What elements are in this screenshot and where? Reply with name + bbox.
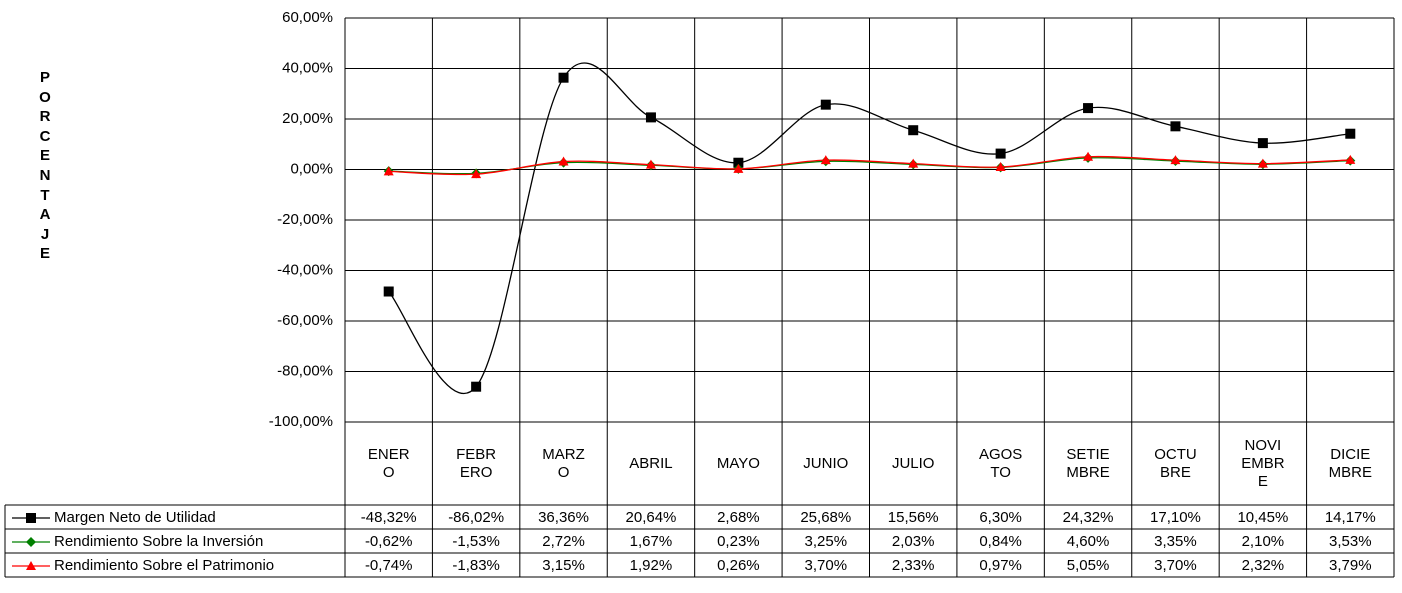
- x-tick-label: DICIEMBRE: [1328, 445, 1372, 481]
- legend-marker: [26, 537, 36, 547]
- x-tick-label: FEBRERO: [456, 445, 497, 481]
- data-label: -48,32%: [361, 509, 417, 526]
- legend-marker: [26, 513, 36, 523]
- data-label: 1,92%: [630, 557, 673, 574]
- data-label: 15,56%: [888, 509, 939, 526]
- data-label: 17,10%: [1150, 509, 1201, 526]
- data-label: 14,17%: [1325, 509, 1376, 526]
- marker: [995, 148, 1006, 159]
- data-label: -0,74%: [365, 557, 413, 574]
- data-label: 36,36%: [538, 509, 589, 526]
- marker: [1083, 103, 1094, 114]
- data-label: 3,15%: [542, 557, 585, 574]
- x-tick-label: MAYO: [716, 454, 760, 472]
- marker: [733, 163, 744, 173]
- data-label: 3,53%: [1329, 533, 1372, 550]
- y-tick-label: 0,00%: [290, 160, 333, 177]
- marker: [1170, 155, 1181, 165]
- marker: [558, 156, 569, 166]
- marker: [383, 166, 394, 176]
- data-label: 10,45%: [1237, 509, 1288, 526]
- data-label: 2,33%: [892, 557, 935, 574]
- marker: [471, 381, 482, 392]
- data-label: 3,70%: [805, 557, 848, 574]
- data-label: 0,84%: [979, 533, 1022, 550]
- x-tick-label: JUNIO: [803, 454, 849, 472]
- marker: [1257, 158, 1268, 168]
- marker: [733, 157, 744, 168]
- marker: [820, 155, 831, 165]
- marker: [645, 159, 656, 169]
- data-label: -1,83%: [452, 557, 500, 574]
- x-tick-label: MARZO: [542, 445, 585, 481]
- marker: [908, 158, 919, 168]
- marker: [1083, 151, 1094, 161]
- x-tick-label: NOVIEMBRE: [1241, 436, 1285, 490]
- data-label: 0,26%: [717, 557, 760, 574]
- data-label: 2,68%: [717, 509, 760, 526]
- marker: [1170, 121, 1181, 132]
- x-tick-label: OCTUBRE: [1154, 445, 1197, 481]
- data-label: 0,97%: [979, 557, 1022, 574]
- data-label: 20,64%: [626, 509, 677, 526]
- data-label: 5,05%: [1067, 557, 1110, 574]
- series-line: [388, 155, 1351, 176]
- legend-marker: [26, 561, 36, 570]
- data-label: 3,79%: [1329, 557, 1372, 574]
- data-label: 0,23%: [717, 533, 760, 550]
- series-line: [388, 157, 1351, 175]
- y-axis-label: PORCENTAJE: [39, 69, 51, 263]
- data-label: -0,62%: [365, 533, 413, 550]
- marker: [908, 125, 919, 136]
- data-label: 3,35%: [1154, 533, 1197, 550]
- x-tick-label: ENERO: [367, 445, 410, 481]
- legend-label: Rendimiento Sobre el Patrimonio: [54, 557, 274, 574]
- marker: [558, 72, 569, 83]
- data-label: 3,70%: [1154, 557, 1197, 574]
- x-tick-label: JULIO: [891, 454, 935, 472]
- x-tick-label: SETIEMBRE: [1066, 445, 1110, 481]
- y-tick-label: 20,00%: [282, 110, 333, 127]
- data-label: 2,10%: [1242, 533, 1285, 550]
- marker: [995, 162, 1006, 172]
- data-label: 4,60%: [1067, 533, 1110, 550]
- legend-label: Rendimiento Sobre la Inversión: [54, 533, 263, 550]
- data-label: 1,67%: [630, 533, 673, 550]
- data-label: 25,68%: [800, 509, 851, 526]
- y-tick-label: 40,00%: [282, 59, 333, 76]
- marker: [1345, 128, 1356, 139]
- data-label: 2,72%: [542, 533, 585, 550]
- marker: [645, 112, 656, 123]
- marker: [820, 99, 831, 110]
- data-label: 2,03%: [892, 533, 935, 550]
- data-label: -1,53%: [452, 533, 500, 550]
- data-label: 24,32%: [1063, 509, 1114, 526]
- y-tick-label: -100,00%: [269, 413, 333, 430]
- data-label: -86,02%: [448, 509, 504, 526]
- data-label: 6,30%: [979, 509, 1022, 526]
- marker: [1257, 138, 1268, 149]
- y-tick-label: -20,00%: [277, 211, 333, 228]
- y-tick-label: 60,00%: [282, 9, 333, 26]
- y-tick-label: -40,00%: [277, 261, 333, 278]
- data-label: 3,25%: [805, 533, 848, 550]
- y-tick-label: -80,00%: [277, 362, 333, 379]
- data-label: 2,32%: [1242, 557, 1285, 574]
- marker: [383, 286, 394, 297]
- x-tick-label: ABRIL: [629, 454, 673, 472]
- y-tick-label: -60,00%: [277, 312, 333, 329]
- legend-label: Margen Neto de Utilidad: [54, 509, 216, 526]
- marker: [471, 169, 482, 179]
- x-tick-label: AGOSTO: [978, 445, 1023, 481]
- marker: [1345, 154, 1356, 164]
